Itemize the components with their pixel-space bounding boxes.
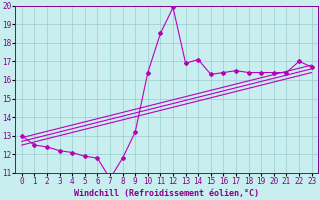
X-axis label: Windchill (Refroidissement éolien,°C): Windchill (Refroidissement éolien,°C)	[74, 189, 259, 198]
